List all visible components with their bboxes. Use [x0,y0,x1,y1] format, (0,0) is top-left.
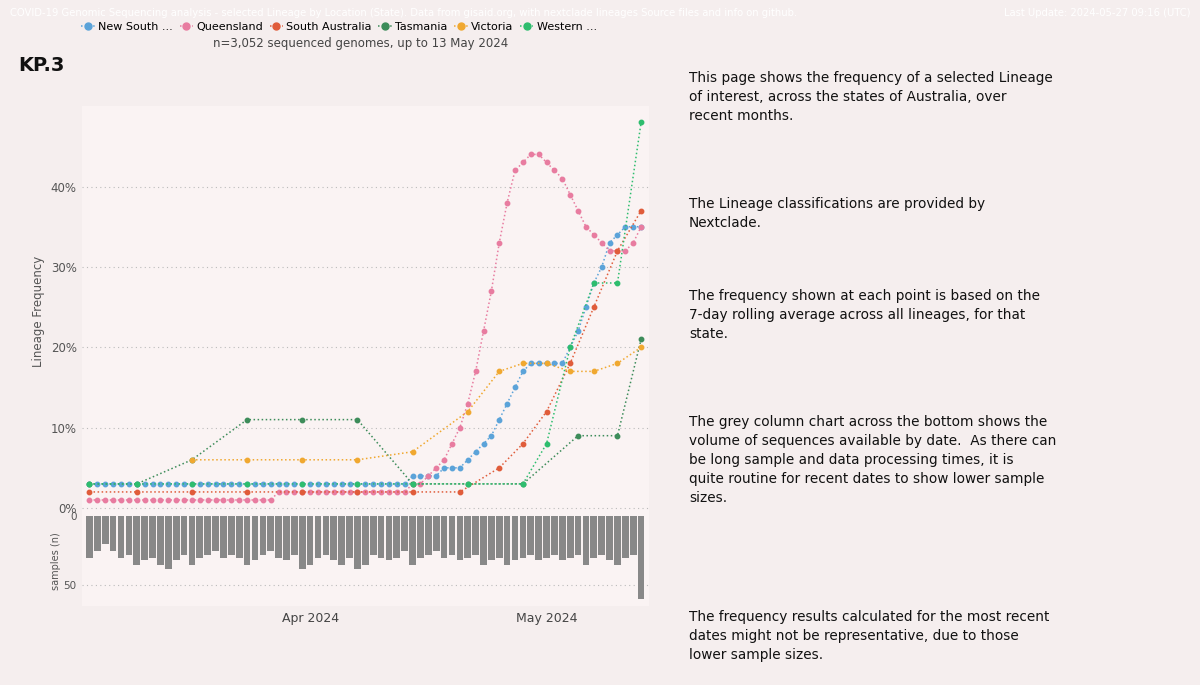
Bar [149,516,156,558]
Bar [425,516,432,555]
Bar [559,516,565,560]
Bar [535,516,542,560]
Bar [142,516,148,560]
Bar [204,516,211,555]
Bar [173,516,180,560]
Bar [157,516,163,564]
Bar [473,516,479,555]
Text: Last Update: 2024-05-27 09:16 (UTC): Last Update: 2024-05-27 09:16 (UTC) [1004,8,1190,18]
Bar [599,516,605,555]
Bar [511,516,518,560]
Bar [252,516,258,560]
Bar [212,516,218,551]
Text: The frequency results calculated for the most recent
dates might not be represen: The frequency results calculated for the… [689,610,1049,662]
Text: COVID-19 Genomic Sequencing analysis - selected Lineage by Location (State). Dat: COVID-19 Genomic Sequencing analysis - s… [10,8,797,18]
Bar [228,516,235,555]
Bar [259,516,266,555]
Bar [566,516,574,558]
Bar [630,516,636,555]
Bar [268,516,274,551]
Bar [370,516,377,555]
Bar [544,516,550,558]
Bar [456,516,463,560]
Bar [102,516,108,544]
Bar [283,516,290,560]
Bar [378,516,384,558]
Y-axis label: samples (n): samples (n) [50,532,61,590]
Bar [314,516,322,558]
Text: The Lineage classifications are provided by
Nextclade.: The Lineage classifications are provided… [689,197,985,230]
Bar [480,516,487,564]
Bar [575,516,582,555]
Bar [606,516,613,560]
Text: n=3,052 sequenced genomes, up to 13 May 2024: n=3,052 sequenced genomes, up to 13 May … [212,37,508,50]
Bar [488,516,494,560]
Bar [299,516,306,569]
Text: The grey column chart across the bottom shows the
volume of sequences available : The grey column chart across the bottom … [689,415,1056,505]
Bar [164,516,172,569]
Bar [551,516,558,555]
Bar [496,516,503,558]
Bar [220,516,227,558]
Bar [528,516,534,555]
Bar [307,516,313,564]
Bar [197,516,203,558]
Bar [181,516,187,555]
Bar [354,516,361,569]
Bar [275,516,282,558]
Bar [338,516,346,564]
Bar [94,516,101,551]
Bar [244,516,251,564]
Bar [118,516,125,558]
Bar [362,516,368,564]
Legend: New South ..., Queensland, South Australia, Tasmania, Victoria, Western ...: New South ..., Queensland, South Austral… [82,21,596,32]
Bar [330,516,337,560]
Bar [292,516,298,555]
Bar [440,516,448,558]
Bar [109,516,116,551]
Bar [385,516,392,560]
Bar [401,516,408,551]
Bar [504,516,510,564]
Text: This page shows the frequency of a selected Lineage
of interest, across the stat: This page shows the frequency of a selec… [689,71,1052,123]
Text: KP.3: KP.3 [18,55,65,75]
Bar [133,516,140,564]
Bar [464,516,472,558]
Bar [449,516,455,555]
Bar [433,516,439,551]
Bar [409,516,416,564]
Bar [86,516,92,558]
Bar [236,516,242,558]
Bar [323,516,329,555]
Bar [418,516,424,558]
Bar [637,516,644,599]
Bar [614,516,620,564]
Bar [126,516,132,555]
Bar [622,516,629,558]
Bar [520,516,527,558]
Bar [346,516,353,558]
Y-axis label: Lineage Frequency: Lineage Frequency [32,256,46,366]
Bar [583,516,589,564]
Bar [394,516,400,558]
Text: The frequency shown at each point is based on the
7-day rolling average across a: The frequency shown at each point is bas… [689,289,1040,341]
Bar [590,516,598,558]
Bar [188,516,196,564]
